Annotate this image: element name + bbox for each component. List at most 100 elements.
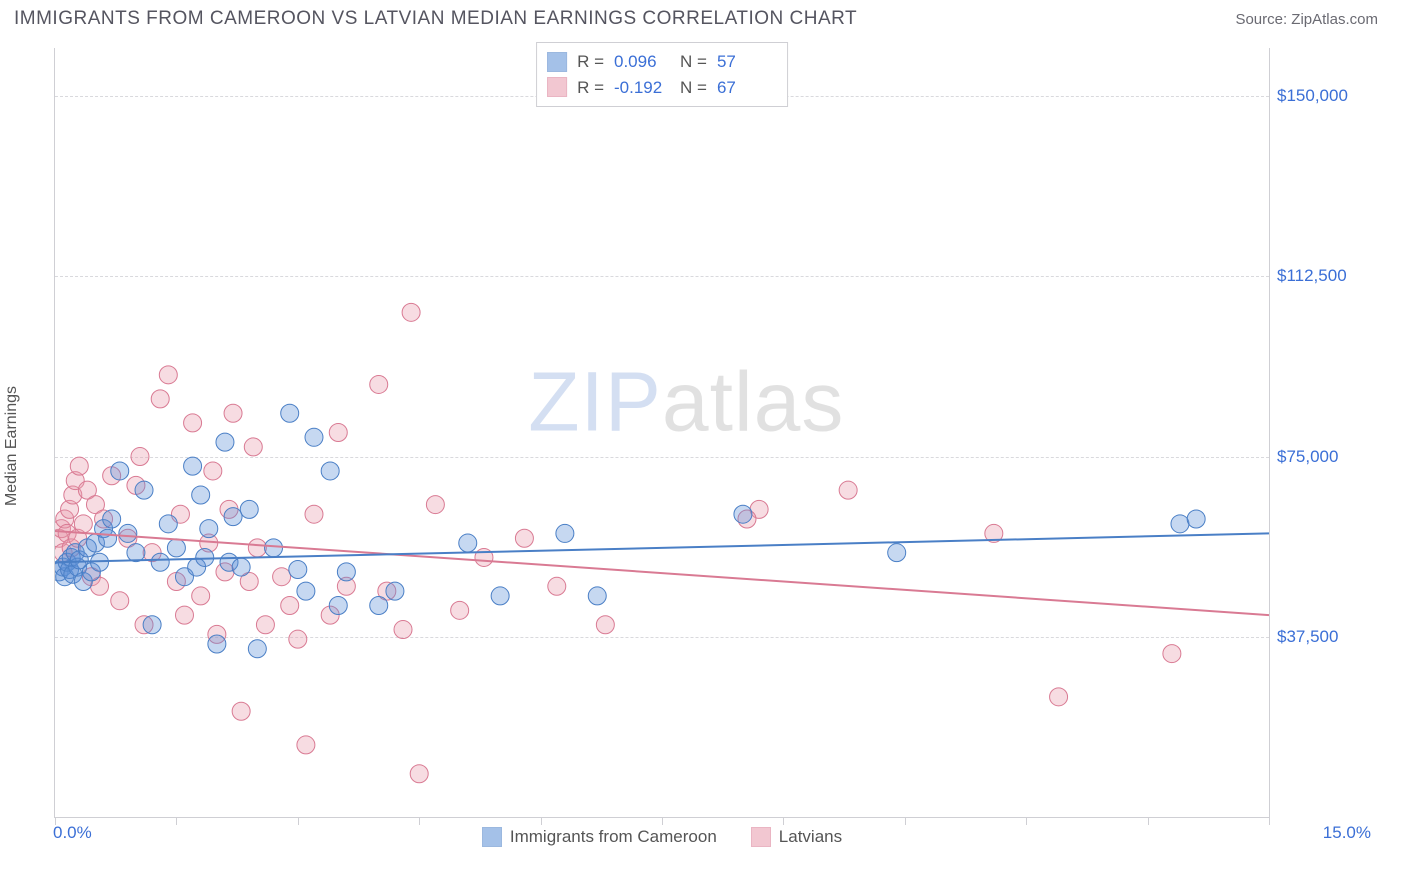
data-point [1050, 688, 1068, 706]
data-point [244, 438, 262, 456]
data-point [305, 505, 323, 523]
data-point [159, 366, 177, 384]
data-point [135, 481, 153, 499]
data-point [734, 505, 752, 523]
data-point [216, 433, 234, 451]
data-point [232, 702, 250, 720]
data-point [192, 587, 210, 605]
data-point [196, 548, 214, 566]
data-point [111, 462, 129, 480]
data-point [175, 606, 193, 624]
legend-label-series-1: Latvians [779, 827, 842, 847]
y-axis-label: Median Earnings [3, 386, 21, 506]
data-point [240, 500, 258, 518]
data-point [588, 587, 606, 605]
data-point [491, 587, 509, 605]
data-point [321, 462, 339, 480]
data-point [192, 486, 210, 504]
data-point [548, 577, 566, 595]
data-point [232, 558, 250, 576]
legend-bottom: Immigrants from Cameroon Latvians [55, 827, 1269, 847]
data-point [167, 539, 185, 557]
trend-line [55, 533, 1269, 562]
data-point [273, 568, 291, 586]
x-tick [55, 817, 56, 825]
data-point [224, 508, 242, 526]
data-point [297, 736, 315, 754]
data-point [70, 457, 88, 475]
data-point [281, 404, 299, 422]
source-attribution: Source: ZipAtlas.com [1235, 11, 1378, 28]
plot-svg [55, 48, 1269, 817]
data-point [451, 601, 469, 619]
x-tick [662, 817, 663, 825]
data-point [256, 616, 274, 634]
data-point [370, 597, 388, 615]
data-point [1171, 515, 1189, 533]
plot-area: ZIPatlas R = 0.096 N = 57 R = -0.192 N =… [54, 48, 1270, 818]
chart-container: Median Earnings ZIPatlas R = 0.096 N = 5… [46, 40, 1380, 852]
data-point [159, 515, 177, 533]
data-point [224, 404, 242, 422]
data-point [459, 534, 477, 552]
swatch-series-0 [547, 52, 567, 72]
swatch-series-1 [547, 77, 567, 97]
data-point [1187, 510, 1205, 528]
data-point [99, 529, 117, 547]
data-point [289, 630, 307, 648]
data-point [127, 544, 145, 562]
y-tick-label: $37,500 [1277, 627, 1373, 647]
x-tick [905, 817, 906, 825]
data-point [839, 481, 857, 499]
stats-legend-box: R = 0.096 N = 57 R = -0.192 N = 67 [536, 42, 788, 107]
data-point [111, 592, 129, 610]
data-point [556, 524, 574, 542]
x-tick [1026, 817, 1027, 825]
data-point [184, 414, 202, 432]
y-tick-label: $150,000 [1277, 86, 1373, 106]
legend-item-series-0: Immigrants from Cameroon [482, 827, 717, 847]
x-tick [419, 817, 420, 825]
data-point [131, 448, 149, 466]
data-point [1163, 645, 1181, 663]
data-point [265, 539, 283, 557]
y-tick-label: $75,000 [1277, 447, 1373, 467]
data-point [515, 529, 533, 547]
data-point [394, 621, 412, 639]
data-point [386, 582, 404, 600]
data-point [200, 520, 218, 538]
data-point [402, 303, 420, 321]
legend-swatch-series-1 [751, 827, 771, 847]
data-point [151, 390, 169, 408]
legend-swatch-series-0 [482, 827, 502, 847]
x-axis-max-label: 15.0% [1323, 823, 1371, 843]
data-point [410, 765, 428, 783]
data-point [329, 424, 347, 442]
data-point [370, 375, 388, 393]
x-tick [1269, 817, 1270, 825]
data-point [119, 524, 137, 542]
data-point [888, 544, 906, 562]
data-point [337, 563, 355, 581]
x-tick [541, 817, 542, 825]
data-point [143, 616, 161, 634]
data-point [289, 560, 307, 578]
data-point [151, 553, 169, 571]
stats-row-series-0: R = 0.096 N = 57 [547, 49, 773, 75]
data-point [184, 457, 202, 475]
x-tick [298, 817, 299, 825]
x-tick [783, 817, 784, 825]
data-point [103, 510, 121, 528]
data-point [248, 640, 266, 658]
y-tick-label: $112,500 [1277, 266, 1373, 286]
data-point [596, 616, 614, 634]
data-point [204, 462, 222, 480]
data-point [248, 539, 266, 557]
x-tick [1148, 817, 1149, 825]
legend-label-series-0: Immigrants from Cameroon [510, 827, 717, 847]
data-point [329, 597, 347, 615]
data-point [426, 496, 444, 514]
x-tick [176, 817, 177, 825]
legend-item-series-1: Latvians [751, 827, 842, 847]
chart-title: IMMIGRANTS FROM CAMEROON VS LATVIAN MEDI… [14, 8, 857, 30]
